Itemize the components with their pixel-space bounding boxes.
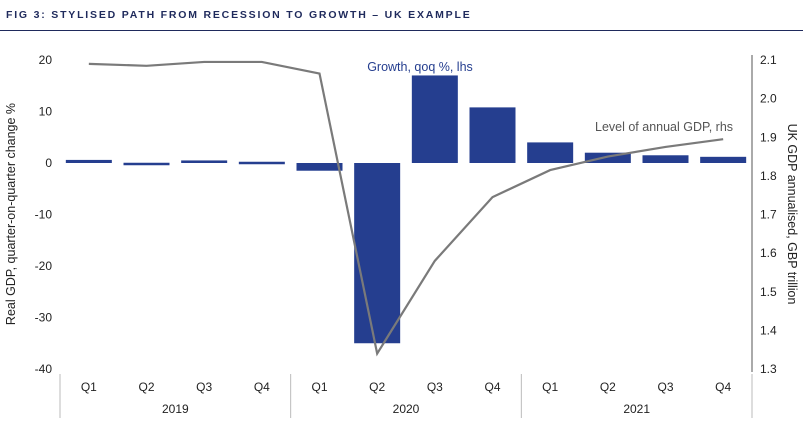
left-tick-label: -40	[35, 362, 53, 376]
right-tick-label: 1.6	[760, 246, 777, 260]
line-series-annotation: Level of annual GDP, rhs	[595, 120, 733, 134]
bar-8	[527, 142, 574, 163]
bar-0	[65, 159, 112, 163]
x-tick-label: Q2	[600, 380, 616, 394]
x-tick-label: Q4	[715, 380, 731, 394]
year-label: 2020	[393, 402, 420, 416]
bar-6	[411, 75, 458, 163]
left-tick-label: -20	[35, 259, 53, 273]
left-tick-label: 10	[39, 105, 53, 119]
x-tick-label: Q2	[138, 380, 154, 394]
x-tick-label: Q3	[657, 380, 673, 394]
bars-layer	[65, 75, 747, 344]
bar-1	[123, 162, 170, 166]
bar-3	[238, 161, 285, 165]
line-layer	[88, 60, 724, 357]
x-tick-label: Q1	[542, 380, 558, 394]
x-tick-label: Q1	[81, 380, 97, 394]
bar-11	[700, 156, 747, 163]
bar-7	[469, 107, 516, 163]
x-tick-label: Q3	[196, 380, 212, 394]
bar-series-annotation: Growth, qoq %, lhs	[367, 60, 473, 74]
right-axis-label: UK GDP annualised, GBP trillion	[785, 124, 799, 305]
chart-title: FIG 3: STYLISED PATH FROM RECESSION TO G…	[6, 9, 472, 21]
right-tick-label: 1.5	[760, 285, 777, 299]
right-tick-label: 1.7	[760, 208, 777, 222]
right-tick-label: 1.4	[760, 323, 777, 337]
left-tick-label: 0	[45, 156, 52, 170]
left-axis-label: Real GDP, quarter-on-quarter change %	[4, 103, 18, 325]
left-tick-label: -10	[35, 208, 53, 222]
axes-layer: 20 10 0 -10 -20 -30 -40 2.1 2.0 1.9 1.8 1.7 1.6 1.5 1.…	[35, 53, 777, 418]
year-label: 2021	[623, 402, 650, 416]
left-tick-label: -30	[35, 311, 53, 325]
right-tick-label: 1.3	[760, 362, 777, 376]
x-tick-label: Q1	[311, 380, 327, 394]
year-label: 2019	[162, 402, 189, 416]
right-tick-label: 1.9	[760, 130, 777, 144]
bar-10	[642, 155, 689, 163]
right-tick-label: 1.8	[760, 169, 777, 183]
title-divider	[0, 30, 803, 31]
gdp-level-line	[88, 60, 724, 357]
bar-9	[584, 152, 631, 163]
bar-4	[296, 163, 343, 171]
right-tick-label: 2.1	[760, 53, 777, 67]
bar-5	[354, 163, 401, 344]
bar-2	[181, 160, 228, 163]
x-tick-label: Q4	[484, 380, 500, 394]
x-tick-label: Q2	[369, 380, 385, 394]
x-tick-label: Q4	[254, 380, 270, 394]
x-tick-label: Q3	[427, 380, 443, 394]
right-tick-label: 2.0	[760, 92, 777, 106]
left-tick-label: 20	[39, 53, 53, 67]
